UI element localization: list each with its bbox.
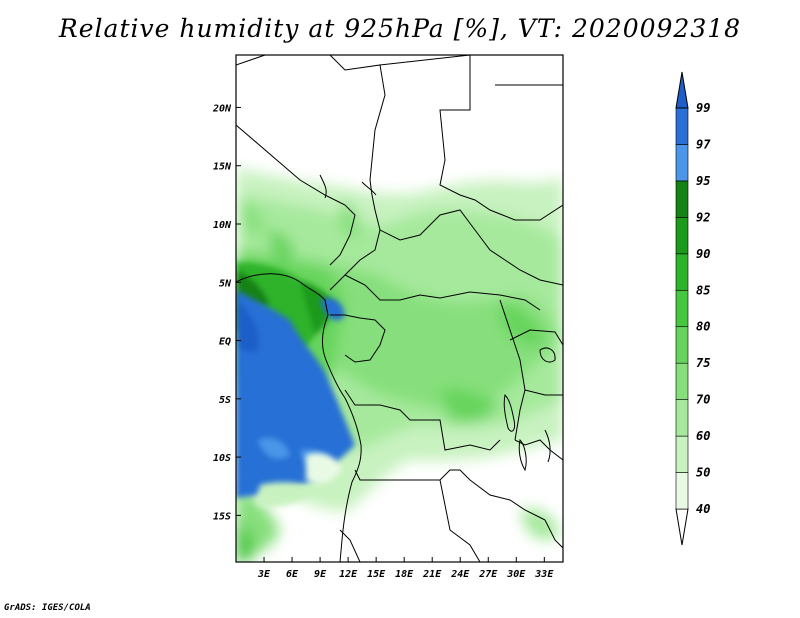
colorbar-swatch xyxy=(675,289,689,328)
humidity-field xyxy=(236,55,563,562)
colorbar-level-label: 60 xyxy=(696,429,710,443)
lat-tick-label: EQ xyxy=(219,337,231,348)
colorbar: 40 50 60 70 75 80 85 90 92 95 97 99 xyxy=(675,71,711,546)
lat-tick-label: 15N xyxy=(213,162,232,173)
colorbar-level-label: 99 xyxy=(696,101,710,115)
lon-tick-label: 27E xyxy=(478,569,498,580)
colorbar-swatch xyxy=(675,362,689,400)
lat-tick-label: 15S xyxy=(213,511,231,522)
colorbar-swatch xyxy=(675,107,689,145)
colorbar-level-label: 80 xyxy=(696,320,710,334)
colorbar-level-label: 40 xyxy=(696,502,710,516)
colorbar-swatch xyxy=(675,472,689,510)
map-title: Relative humidity at 925hPa [%], VT: 202… xyxy=(58,14,742,43)
colorbar-level-label: 97 xyxy=(696,137,711,151)
colorbar-upper-triangle xyxy=(675,71,689,109)
longitude-axis: 3E 6E 9E 12E 15E 18E 21E 24E 27E 30E 33E xyxy=(257,557,554,580)
colorbar-swatch xyxy=(675,217,689,255)
colorbar-level-label: 90 xyxy=(696,247,710,261)
lat-tick-label: 5N xyxy=(219,278,232,289)
lat-tick-label: 5S xyxy=(219,395,231,406)
lon-tick-label: 33E xyxy=(534,569,554,580)
lon-tick-label: 12E xyxy=(339,569,358,580)
colorbar-swatch xyxy=(675,180,689,218)
colorbar-level-label: 75 xyxy=(696,356,710,370)
lon-tick-label: 6E xyxy=(286,569,299,580)
colorbar-level-label: 70 xyxy=(696,393,710,407)
colorbar-swatch xyxy=(675,399,689,437)
lat-tick-label: 10N xyxy=(213,220,232,231)
colorbar-swatch xyxy=(675,144,689,182)
country-borders xyxy=(236,55,563,562)
lon-tick-label: 30E xyxy=(506,569,526,580)
colorbar-swatch xyxy=(675,326,689,364)
colorbar-level-label: 95 xyxy=(696,174,710,188)
lat-tick-label: 20N xyxy=(212,103,232,114)
lon-tick-label: 3E xyxy=(257,569,271,580)
colorbar-level-label: 92 xyxy=(696,210,710,224)
lat-tick-label: 10S xyxy=(213,453,231,464)
map-frame xyxy=(235,54,564,563)
colorbar-swatch xyxy=(675,253,689,291)
colorbar-lower-triangle xyxy=(675,508,689,546)
lon-tick-label: 15E xyxy=(367,569,386,580)
lon-tick-label: 18E xyxy=(395,569,414,580)
grads-credit: GrADS: IGES/COLA xyxy=(4,603,91,613)
lon-tick-label: 24E xyxy=(450,569,470,580)
colorbar-level-label: 50 xyxy=(696,466,710,480)
lon-tick-label: 9E xyxy=(314,569,327,580)
colorbar-level-label: 85 xyxy=(696,283,710,297)
colorbar-swatch xyxy=(675,435,689,473)
lon-tick-label: 21E xyxy=(422,569,442,580)
latitude-axis: 20N 15N 10N 5N EQ 5S 10S 15S xyxy=(212,103,241,522)
